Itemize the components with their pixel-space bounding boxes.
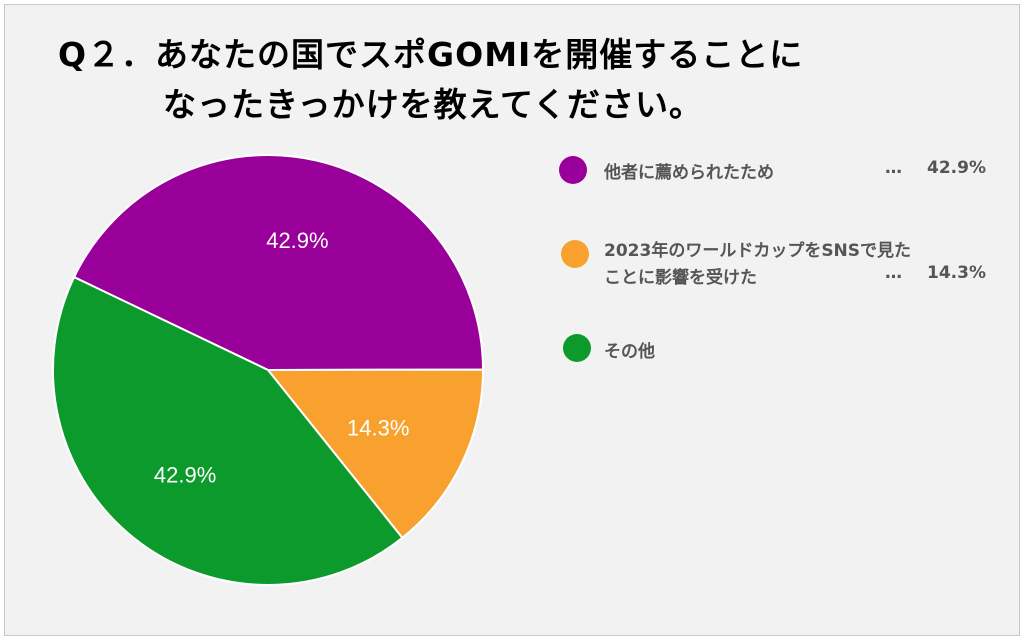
legend-dot-green [563, 334, 591, 362]
chart-title-line-1: Q２．あなたの国でスポGOMIを開催することに [58, 35, 804, 74]
legend-label-3: その他 [604, 342, 655, 362]
pie-slice-label-3: 42.9% [154, 462, 216, 487]
legend-pct-1: 42.9% [927, 158, 986, 178]
legend-dot-purple [559, 156, 587, 184]
legend-dot-orange [561, 240, 589, 268]
legend-pct-2: 14.3% [927, 263, 986, 283]
pie-slice-1 [72, 154, 485, 372]
legend-label-1: 他者に薦められたため [604, 163, 774, 183]
chart-title-line-2: なったきっかけを教えてください。 [163, 85, 704, 124]
pie-slice-2 [265, 368, 485, 540]
pie-slice-label-2: 14.3% [347, 416, 409, 441]
legend-label-2b: ことに影響を受けた [604, 268, 757, 288]
legend-ellipsis-2: … [885, 263, 902, 283]
legend-label-2a: 2023年のワールドカップをSNSで見た [604, 241, 912, 261]
pie-slice-3 [52, 275, 404, 586]
pie-slice-label-1: 42.9% [266, 228, 328, 253]
legend-ellipsis-1: … [885, 158, 902, 178]
